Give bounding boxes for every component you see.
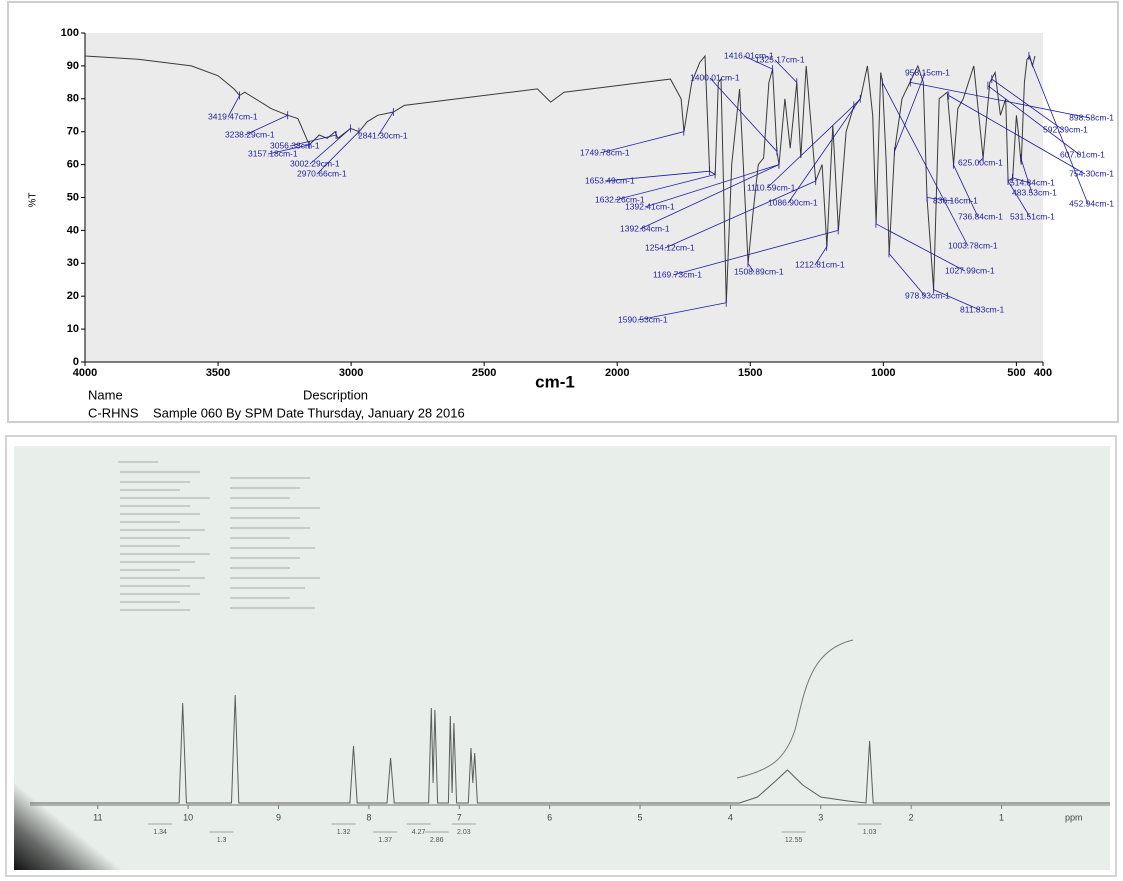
peak-label: 1003.78cm-1 (948, 240, 998, 250)
integral-label: 2.03 (457, 829, 471, 836)
x-tick-label: 5 (638, 812, 643, 822)
x-tick-label: 500 (1007, 367, 1025, 379)
y-tick-label: 10 (67, 323, 79, 335)
peak-label: 1590.53cm-1 (618, 314, 668, 324)
x-tick-label: 1000 (871, 367, 895, 379)
peak-label: 1027.99cm-1 (945, 265, 995, 275)
peak-label: 898.58cm-1 (1069, 112, 1114, 122)
y-tick-label: 0 (73, 356, 79, 368)
peak-label: 754.30cm-1 (1069, 168, 1114, 178)
x-tick-label: 2000 (605, 367, 629, 379)
footer-name: Name (88, 387, 123, 402)
nmr-x-label: ppm (1065, 812, 1083, 822)
x-tick-label: 6 (547, 812, 552, 822)
y-tick-label: 70 (67, 126, 79, 138)
x-tick-label: 7 (457, 812, 462, 822)
integral-label: 1.32 (337, 829, 351, 836)
x-tick-label: 3500 (206, 367, 230, 379)
x-tick-label: 8 (366, 812, 371, 822)
x-tick-label: 3 (818, 812, 823, 822)
x-tick-label: 9 (276, 812, 281, 822)
page: cm-1 %T Name Description C-RHNS Sample 0… (0, 0, 1123, 881)
x-tick-label: 3000 (339, 367, 363, 379)
peak-label: 3157.18cm-1 (248, 148, 298, 158)
y-tick-label: 60 (67, 159, 79, 171)
peak-label: 1392.41cm-1 (625, 201, 675, 211)
peak-label: 592.39cm-1 (1043, 124, 1088, 134)
x-tick-label: 2500 (472, 367, 496, 379)
footer-entry: C-RHNS Sample 060 By SPM Date Thursday, … (88, 405, 465, 420)
peak-label: 3419.47cm-1 (208, 111, 258, 121)
x-tick-label: 11 (93, 812, 102, 822)
integral-label: 1.37 (378, 837, 392, 844)
footer-description: Description (303, 387, 368, 402)
peak-label: 1254.12cm-1 (645, 242, 695, 252)
peak-label: 3002.29cm-1 (290, 158, 340, 168)
peak-label: 736.84cm-1 (958, 211, 1003, 221)
peak-label: 1508.89cm-1 (734, 266, 784, 276)
peak-label: 514.84cm-1 (1010, 177, 1055, 187)
peak-label: 2970.66cm-1 (297, 168, 347, 178)
peak-label: 958.15cm-1 (905, 67, 950, 77)
ir-plot-area (85, 33, 1043, 362)
x-tick-label: 4 (728, 812, 733, 822)
x-tick-label: 4000 (73, 367, 97, 379)
x-tick-label: 1500 (738, 367, 762, 379)
y-tick-label: 90 (67, 60, 79, 72)
peak-label: 1400.01cm-1 (690, 72, 740, 82)
integral-label: 2.86 (430, 837, 444, 844)
peak-label: 1169.73cm-1 (653, 269, 702, 279)
peak-label: 531.51cm-1 (1010, 211, 1055, 221)
integral-label: 4.27 (412, 829, 426, 836)
peak-label: 1653.49cm-1 (585, 175, 635, 185)
nmr-photo (14, 446, 1110, 870)
ir-x-label: cm-1 (535, 372, 575, 391)
integral-label: 1.3 (217, 837, 227, 844)
peak-label: 483.53cm-1 (1012, 187, 1057, 197)
x-tick-label: 400 (1034, 367, 1052, 379)
x-tick-label: 1 (999, 812, 1004, 822)
figure: cm-1 %T Name Description C-RHNS Sample 0… (0, 0, 1123, 881)
y-tick-label: 100 (61, 27, 79, 39)
peak-label: 452.94cm-1 (1069, 198, 1114, 208)
peak-label: 1110.59cm-1 (747, 182, 796, 192)
peak-label: 2841.30cm-1 (358, 130, 408, 140)
y-tick-label: 20 (67, 290, 79, 302)
x-tick-label: 2 (909, 812, 914, 822)
y-tick-label: 30 (67, 257, 79, 269)
peak-label: 978.93cm-1 (905, 290, 950, 300)
peak-label: 1325.17cm-1 (755, 54, 805, 64)
peak-label: 3238.29cm-1 (225, 129, 275, 139)
integral-label: 1.34 (153, 829, 167, 836)
peak-label: 811.83cm-1 (960, 304, 1005, 314)
peak-label: 607.01cm-1 (1060, 149, 1105, 159)
x-tick-label: 10 (183, 812, 193, 822)
integral-label: 12.55 (785, 837, 803, 844)
y-tick-label: 80 (67, 93, 79, 105)
peak-label: 625.00cm-1 (958, 157, 1003, 167)
peak-label: 1392.64cm-1 (620, 223, 670, 233)
peak-label: 1212.81cm-1 (795, 259, 845, 269)
peak-label: 1749.78cm-1 (580, 147, 630, 157)
integral-label: 1.03 (863, 829, 877, 836)
peak-label: 1086.90cm-1 (768, 197, 818, 207)
ir-y-label: %T (28, 193, 39, 208)
y-tick-label: 40 (67, 224, 79, 236)
y-tick-label: 50 (67, 191, 79, 203)
